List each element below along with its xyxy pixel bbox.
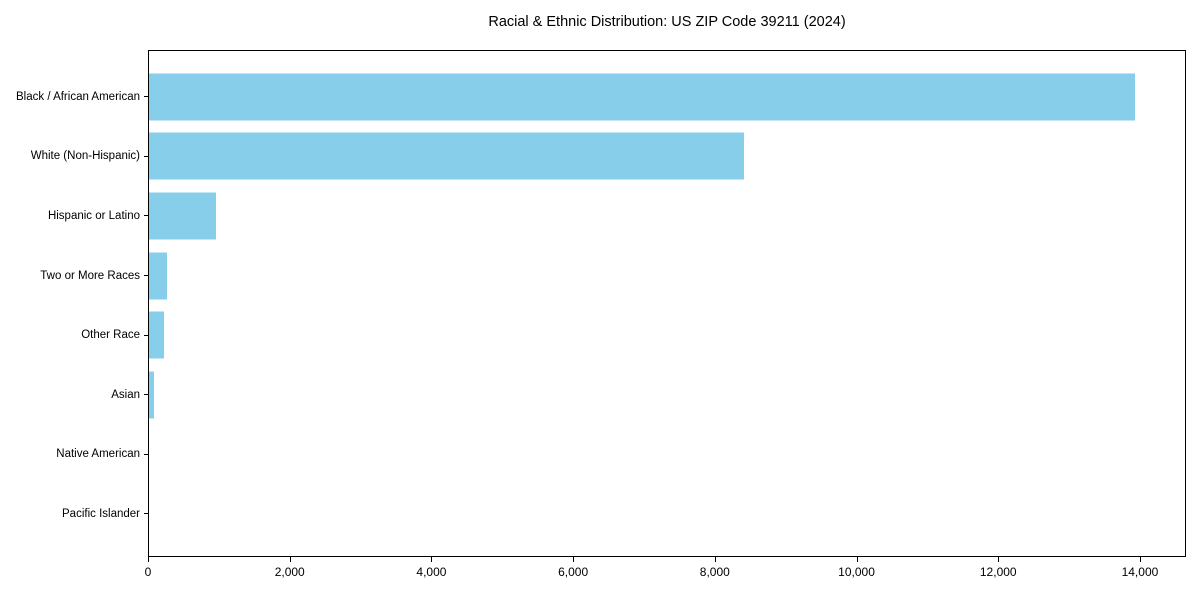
x-tick-label: 4,000 bbox=[416, 565, 447, 579]
y-tick-mark bbox=[144, 96, 149, 98]
x-tick-label: 0 bbox=[144, 565, 152, 579]
x-tick-label: 14,000 bbox=[1121, 565, 1159, 579]
x-tick-mark bbox=[714, 557, 716, 562]
x-tick-label: 2,000 bbox=[274, 565, 305, 579]
x-tick-label: 10,000 bbox=[838, 565, 875, 579]
bar-row: White (Non-Hispanic) bbox=[31, 127, 1185, 187]
bar-row: Pacific Islander bbox=[62, 484, 1185, 544]
bar-row: Other Race bbox=[81, 305, 1185, 365]
x-tick-mark bbox=[573, 557, 575, 562]
y-tick-mark bbox=[144, 275, 149, 277]
y-axis-label: Black / African American bbox=[16, 90, 140, 103]
bar bbox=[149, 371, 154, 419]
bar bbox=[149, 73, 1136, 121]
x-tick-mark bbox=[289, 557, 291, 562]
x-axis: 0 2,000 4,000 6,000 8,000 10,000 12,000 14,000 bbox=[144, 557, 1186, 591]
x-tick-label: 8,000 bbox=[699, 565, 730, 579]
y-axis-label: White (Non-Hispanic) bbox=[30, 150, 140, 163]
x-tick-mark bbox=[1139, 557, 1141, 562]
bar-row: Asian bbox=[111, 365, 1185, 425]
y-tick-mark bbox=[144, 453, 149, 455]
y-tick-mark bbox=[144, 334, 149, 336]
y-axis-label: Hispanic or Latino bbox=[47, 209, 140, 222]
x-tick-mark bbox=[856, 557, 858, 562]
x-tick-label: 12,000 bbox=[979, 565, 1017, 579]
y-tick-mark bbox=[144, 215, 149, 217]
y-axis-label: Asian bbox=[111, 388, 140, 401]
y-tick-mark bbox=[144, 394, 149, 396]
bar bbox=[149, 132, 745, 180]
y-axis-label: Two or More Races bbox=[40, 269, 140, 282]
x-tick-mark bbox=[998, 557, 1000, 562]
bar-row: Black / African American bbox=[16, 67, 1185, 127]
chart-title: Racial & Ethnic Distribution: US ZIP Cod… bbox=[488, 14, 846, 30]
x-tick-mark bbox=[431, 557, 433, 562]
plot-area: Black / African American White (Non-Hispa… bbox=[16, 50, 1186, 557]
bar-row: Native American bbox=[56, 425, 1185, 485]
y-tick-mark bbox=[144, 513, 149, 515]
y-axis-label: Other Race bbox=[81, 329, 140, 342]
x-tick-label: 6,000 bbox=[558, 565, 589, 579]
bars-container: Black / African American White (Non-Hispa… bbox=[16, 51, 1185, 556]
bar bbox=[149, 311, 164, 359]
bar bbox=[149, 252, 168, 300]
y-tick-mark bbox=[144, 155, 149, 157]
y-axis-label: Pacific Islander bbox=[62, 507, 140, 520]
bar bbox=[149, 192, 217, 240]
bar-row: Two or More Races bbox=[40, 246, 1185, 306]
x-tick-mark bbox=[148, 557, 149, 562]
y-axis-label: Native American bbox=[56, 448, 140, 461]
bar-row: Hispanic or Latino bbox=[48, 186, 1185, 246]
